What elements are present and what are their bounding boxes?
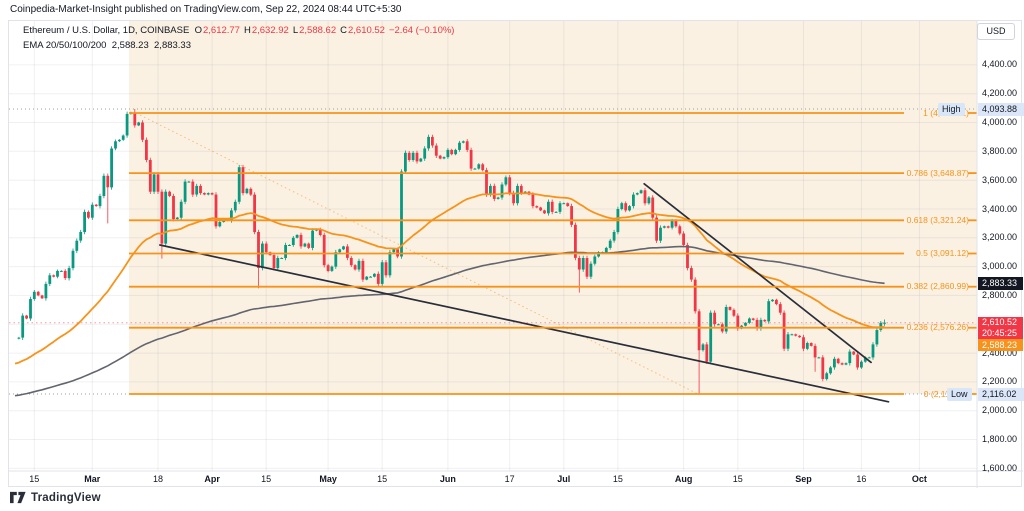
ema-fast-legend-value: 2,588.23 bbox=[111, 40, 149, 51]
price-scale-tick: 3,600.00 bbox=[982, 174, 1018, 185]
attribution-header: Coinpedia-Market-Insight published on Tr… bbox=[10, 4, 402, 15]
time-scale-tick: 15 bbox=[732, 474, 743, 484]
time-scale-tick: May bbox=[319, 474, 337, 484]
tradingview-logo[interactable]: TradingView bbox=[10, 491, 101, 504]
price-scale-tick: 2,200.00 bbox=[982, 376, 1018, 387]
close-value: 2,610.52 bbox=[347, 25, 385, 36]
time-scale-tick: Oct bbox=[911, 474, 927, 484]
time-scale-tick: Sep bbox=[795, 474, 812, 484]
ema-slow-price-badge: 2,883.33 bbox=[978, 276, 1023, 290]
time-scale-tick: Jul bbox=[557, 474, 571, 484]
change-value: −2.64 (−0.10%) bbox=[388, 25, 455, 36]
price-scale-tick: 3,800.00 bbox=[982, 145, 1018, 156]
close-label: C bbox=[340, 25, 347, 36]
bar-countdown: 20:45:25 bbox=[982, 328, 1018, 339]
time-scale-tick: Mar bbox=[84, 474, 101, 484]
fib-level-label: 0.382 (2,860.99) bbox=[906, 281, 969, 292]
chart-widget: Ethereum / U.S. Dollar, 1D, COINBASE O2,… bbox=[8, 20, 1024, 488]
open-value: 2,612.77 bbox=[202, 25, 240, 36]
tradingview-logo-icon bbox=[10, 491, 26, 504]
last-price-value: 2,610.52 bbox=[982, 317, 1018, 328]
high-value: 2,632.92 bbox=[251, 25, 289, 36]
time-scale-tick: 16 bbox=[856, 474, 867, 484]
low-value: 2,588.62 bbox=[299, 25, 337, 36]
price-scale-tick: 2,000.00 bbox=[982, 405, 1018, 416]
time-scale-tick: 15 bbox=[612, 474, 623, 484]
price-scale-tick: 3,200.00 bbox=[982, 232, 1018, 243]
low-marker-value: 2,116.02 bbox=[978, 387, 1024, 401]
fib-level-label: 0.618 (3,321.24) bbox=[906, 214, 969, 225]
price-chart-canvas[interactable] bbox=[9, 21, 1024, 488]
time-scale-tick: Aug bbox=[674, 474, 693, 484]
time-scale-tick: Jun bbox=[439, 474, 456, 484]
high-marker-value: 4,093.88 bbox=[978, 102, 1024, 116]
time-scale-tick: 15 bbox=[377, 474, 388, 484]
time-scale-tick: 15 bbox=[29, 474, 40, 484]
symbol-title[interactable]: Ethereum / U.S. Dollar, 1D, COINBASE bbox=[23, 25, 190, 36]
price-scale-tick: 1,800.00 bbox=[982, 434, 1018, 444]
low-label: L bbox=[292, 25, 299, 36]
time-scale-tick: 17 bbox=[504, 474, 515, 484]
price-scale-tick: 3,400.00 bbox=[982, 203, 1018, 214]
fib-level-label: 0.236 (2,576.26) bbox=[906, 322, 969, 333]
tradingview-logo-text: TradingView bbox=[31, 491, 101, 504]
price-scale-tick: 3,000.00 bbox=[982, 261, 1018, 272]
ema-slow-legend-value: 2,883.33 bbox=[154, 40, 191, 51]
fib-level-label: 0.786 (3,648.87) bbox=[906, 167, 969, 178]
price-scale-tick: 2,400.00 bbox=[982, 347, 1018, 358]
ema-fast-price-badge: 2,588.23 bbox=[978, 339, 1023, 352]
time-scale-tick: 18 bbox=[152, 474, 164, 484]
low-marker-chip: Low bbox=[947, 387, 972, 401]
high-marker-chip: High bbox=[938, 102, 965, 116]
price-scale-tick: 4,000.00 bbox=[982, 117, 1018, 127]
price-scale-tick: 4,400.00 bbox=[982, 59, 1018, 70]
last-price-badge: 2,610.52 20:45:25 bbox=[978, 317, 1023, 340]
time-scale-tick: Apr bbox=[204, 474, 220, 484]
ema-legend: EMA 20/50/100/200 2,588.23 2,883.33 bbox=[23, 40, 191, 51]
currency-button[interactable]: USD bbox=[977, 23, 1015, 40]
fib-level-label: 0.5 (3,091.12) bbox=[916, 248, 969, 258]
open-label: O bbox=[194, 25, 202, 36]
fib-level-label: 0 (2,116.02) bbox=[923, 388, 969, 399]
price-scale-tick: 1,600.00 bbox=[982, 462, 1018, 473]
symbol-legend: Ethereum / U.S. Dollar, 1D, COINBASE O2,… bbox=[23, 25, 454, 36]
high-label: H bbox=[243, 25, 251, 36]
price-scale-tick: 2,800.00 bbox=[982, 289, 1018, 300]
price-scale-tick: 4,200.00 bbox=[982, 88, 1018, 99]
time-scale-tick: 15 bbox=[261, 474, 272, 484]
ema-indicator-label[interactable]: EMA 20/50/100/200 bbox=[23, 40, 107, 51]
